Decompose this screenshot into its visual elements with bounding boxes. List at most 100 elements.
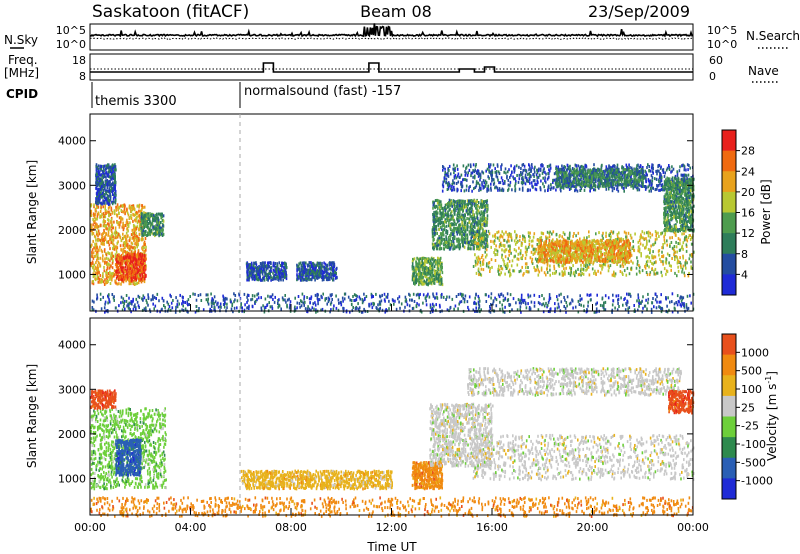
scatter-cell	[418, 271, 420, 275]
scatter-cell	[626, 292, 628, 296]
scatter-cell	[188, 303, 190, 306]
scatter-cell	[102, 191, 104, 195]
scatter-cell	[418, 274, 421, 278]
scatter-cell	[269, 275, 271, 279]
scatter-cell	[129, 257, 132, 261]
scatter-cell	[333, 304, 335, 308]
scatter-cell	[138, 257, 140, 261]
scatter-cell	[329, 271, 332, 275]
scatter-cell	[142, 216, 145, 220]
scatter-cell	[102, 275, 104, 279]
scatter-cell	[246, 306, 248, 310]
scatter-cell	[658, 253, 660, 257]
scatter-cell	[690, 242, 693, 246]
scatter-cell	[278, 272, 281, 276]
scatter-cell	[507, 244, 510, 248]
scatter-cell	[484, 224, 487, 228]
scatter-cell	[627, 307, 629, 311]
scatter-cell	[233, 292, 235, 296]
scatter-cell	[130, 233, 133, 237]
scatter-cell	[251, 275, 253, 279]
scatter-cell	[473, 235, 475, 239]
scatter-cell	[175, 308, 177, 312]
scatter-cell	[255, 263, 258, 267]
scatter-cell	[686, 307, 689, 311]
scatter-cell	[113, 194, 115, 197]
scatter-cell	[303, 297, 305, 301]
scatter-cell	[104, 235, 107, 238]
scatter-cell	[480, 243, 483, 247]
scatter-cell	[107, 257, 110, 261]
scatter-cell	[249, 271, 252, 275]
scatter-cell	[95, 168, 98, 172]
scatter-cell	[112, 272, 114, 276]
scatter-cell	[257, 272, 260, 276]
scatter-cell	[439, 270, 441, 274]
noise-panel: N.Sky 10^5 10^0 10^5 10^0 N.Search	[4, 23, 800, 51]
scatter-cell	[306, 268, 308, 272]
scatter-cell	[361, 310, 364, 314]
scatter-cell	[126, 253, 129, 257]
scatter-cell	[446, 232, 449, 236]
scatter-cell	[111, 183, 114, 187]
scatter-cell	[122, 275, 125, 279]
scatter-cell	[439, 281, 441, 285]
scatter-cell	[114, 201, 117, 205]
scatter-cell	[349, 298, 351, 302]
scatter-cell	[520, 298, 523, 302]
scatter-cell	[427, 267, 430, 271]
scatter-cell	[416, 302, 418, 306]
scatter-cell	[601, 304, 604, 308]
scatter-cell	[107, 251, 109, 255]
scatter-cell	[498, 295, 501, 299]
scatter-cell	[94, 254, 97, 258]
scatter-cell	[141, 266, 143, 270]
scatter-cell	[96, 277, 98, 281]
scatter-cell	[614, 306, 616, 310]
scatter-cell	[95, 238, 97, 242]
scatter-cell	[130, 253, 133, 257]
scatter-cell	[112, 245, 115, 249]
scatter-cell	[102, 224, 105, 228]
scatter-cell	[132, 272, 135, 276]
scatter-cell	[470, 225, 473, 228]
scatter-cell	[415, 277, 418, 281]
scatter-cell	[264, 305, 266, 309]
scatter-cell	[114, 236, 117, 239]
scatter-cell	[334, 274, 336, 277]
scatter-cell	[343, 292, 346, 296]
scatter-cell	[442, 229, 445, 233]
scatter-cell	[182, 308, 185, 312]
scatter-cell	[585, 310, 588, 314]
scatter-cell	[111, 187, 113, 191]
scatter-cell	[254, 276, 257, 280]
scatter-cell	[413, 274, 415, 278]
scatter-cell	[129, 236, 131, 240]
scatter-cell	[298, 267, 301, 271]
scatter-cell	[113, 187, 116, 191]
scatter-cell	[109, 235, 111, 239]
scatter-cell	[286, 298, 289, 302]
scatter-cell	[528, 243, 531, 246]
scatter-cell	[142, 294, 145, 298]
scatter-cell	[186, 302, 189, 305]
scatter-cell	[332, 269, 335, 273]
scatter-cell	[358, 306, 361, 310]
scatter-cell	[330, 301, 333, 305]
scatter-cell	[327, 276, 329, 280]
scatter-cell	[426, 269, 428, 273]
scatter-cell	[207, 300, 209, 304]
scatter-cell	[436, 239, 438, 243]
scatter-cell	[595, 302, 597, 306]
scatter-cell	[233, 306, 236, 310]
scatter-cell	[97, 164, 100, 168]
scatter-cell	[107, 194, 110, 198]
scatter-cell	[213, 307, 215, 311]
scatter-cell	[111, 232, 114, 236]
scatter-cell	[341, 296, 344, 300]
scatter-cell	[474, 301, 476, 305]
scatter-cell	[538, 295, 541, 298]
scatter-cell	[112, 197, 115, 201]
scatter-cell	[113, 186, 115, 190]
scatter-cell	[356, 294, 358, 298]
